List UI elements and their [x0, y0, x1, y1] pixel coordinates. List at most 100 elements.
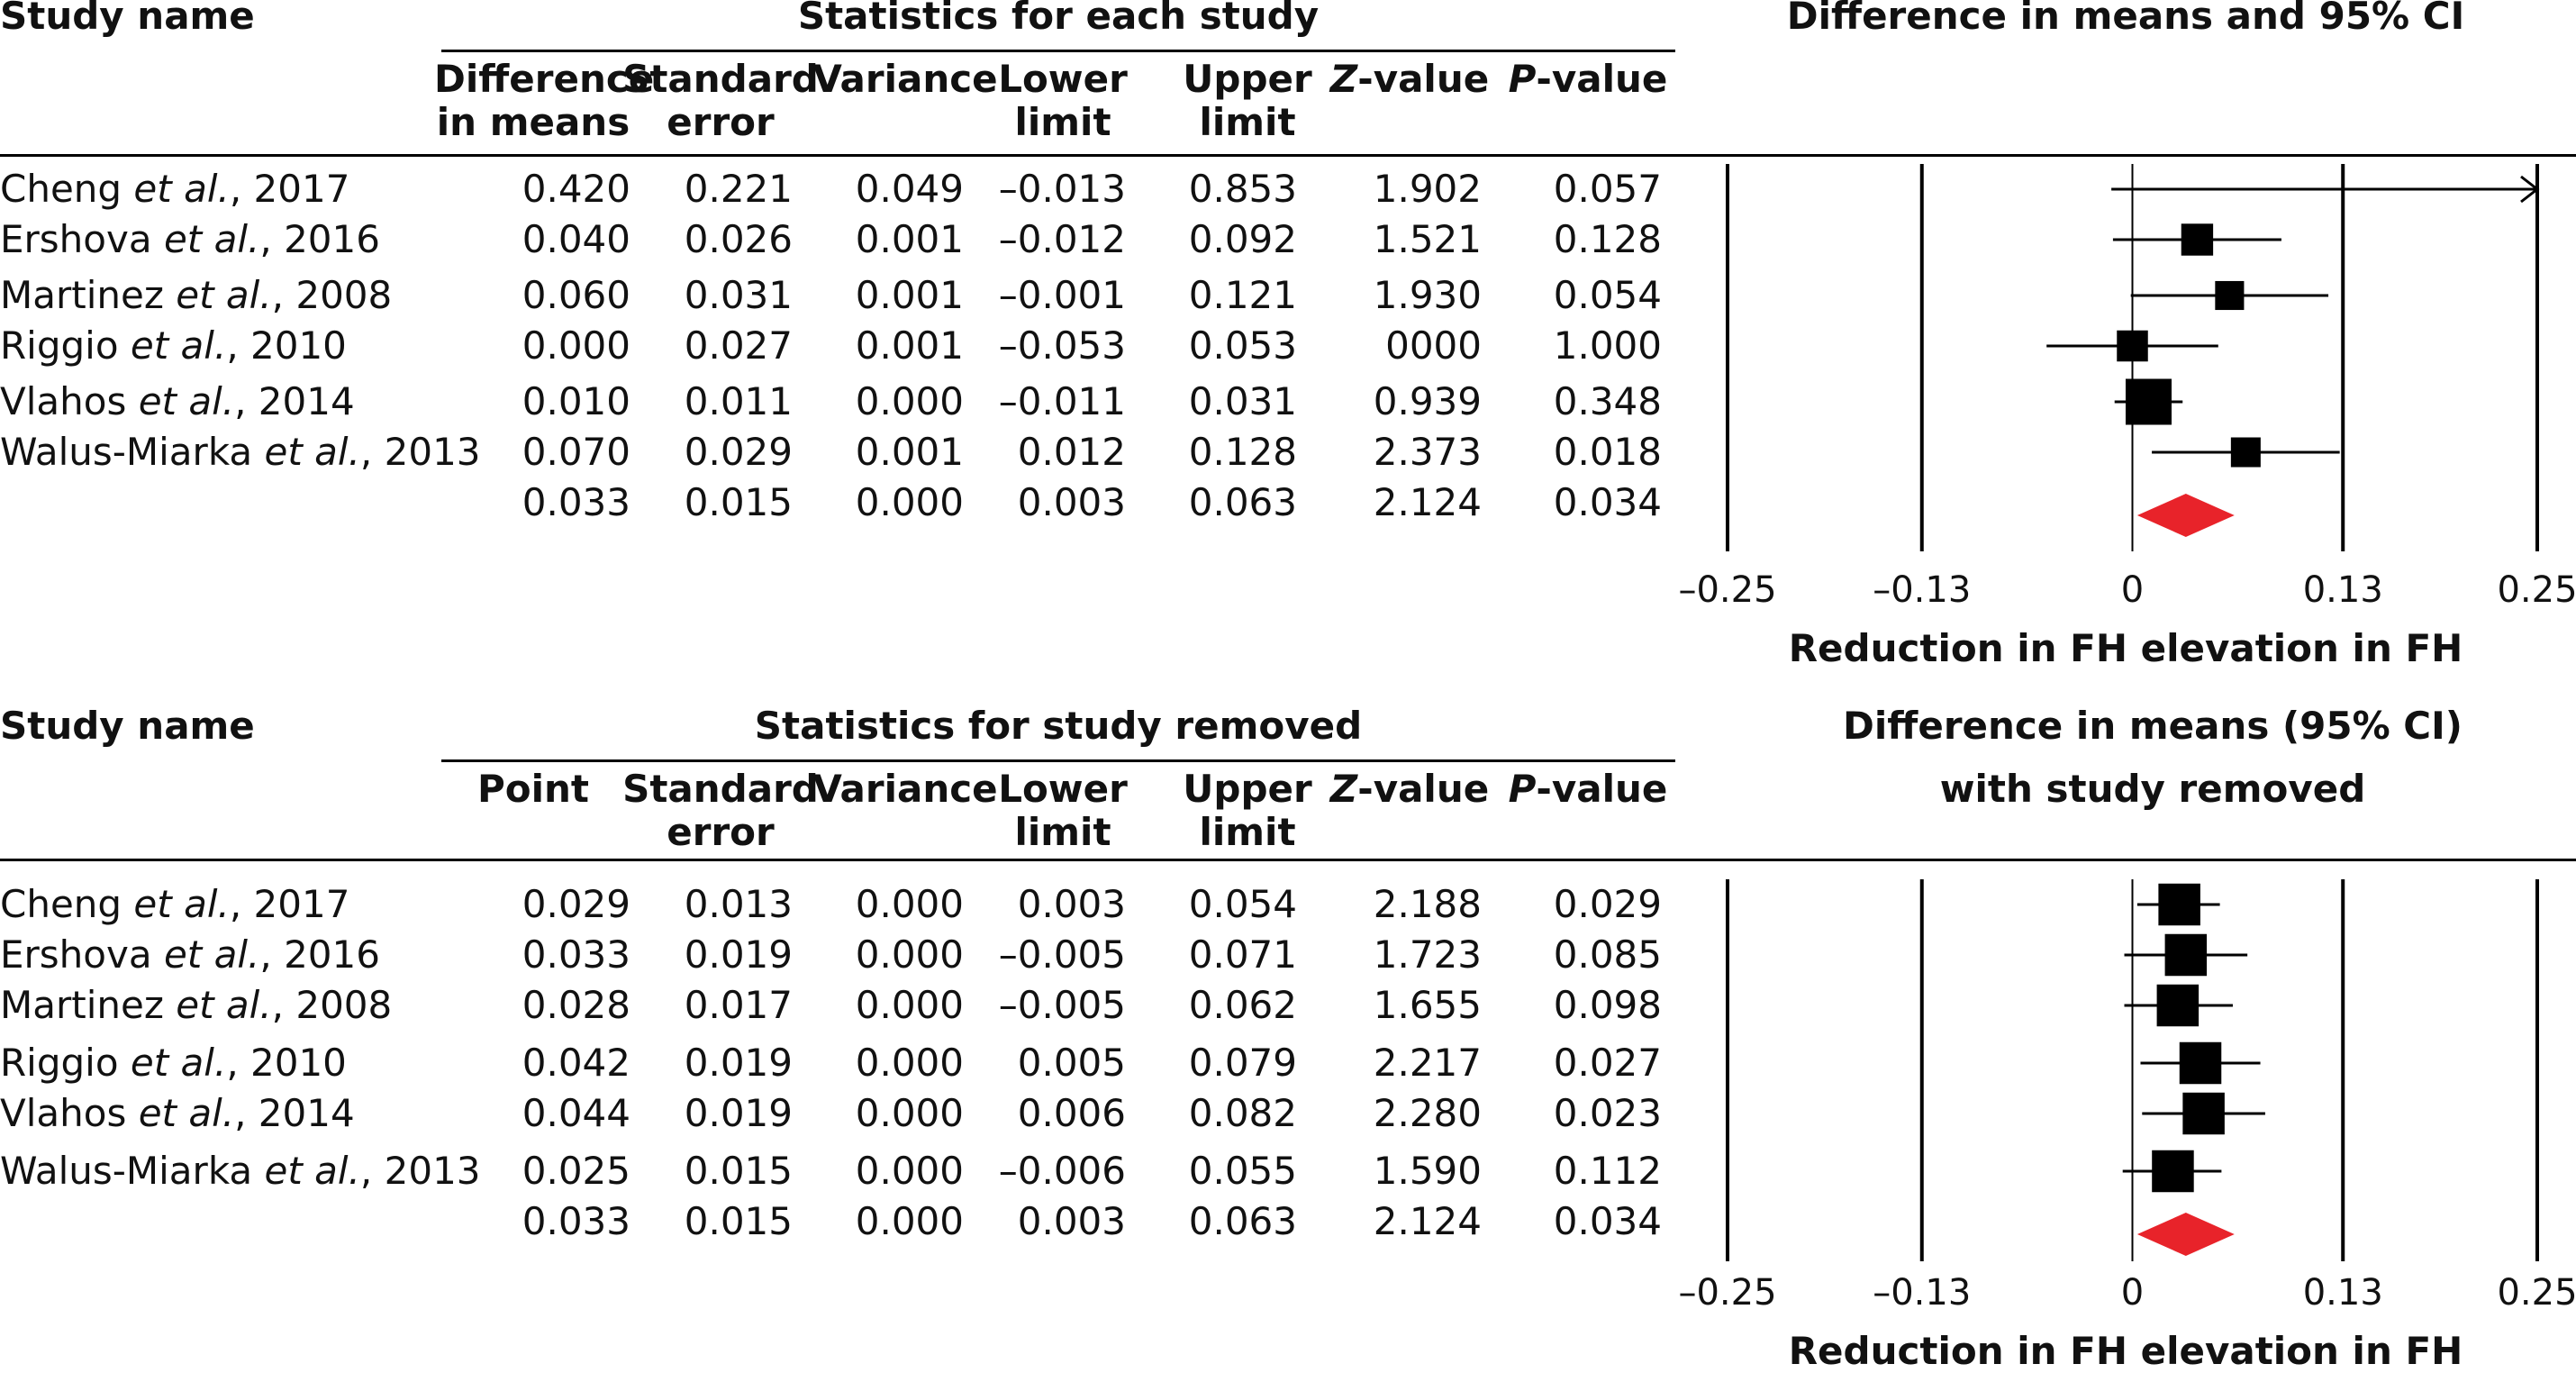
x-tick-label: –0.13	[1873, 569, 1971, 611]
table-cell: 0.027	[1553, 1041, 1662, 1085]
table-cell: 0.019	[684, 1041, 793, 1085]
table-cell: 0.939	[1373, 379, 1482, 423]
summary-diamond	[2136, 494, 2235, 537]
summary-cell: 0.033	[522, 480, 630, 524]
study-author: Riggio	[0, 323, 131, 368]
table-cell: 2.188	[1373, 882, 1482, 926]
table-cell: 0.013	[684, 882, 793, 926]
column-header: Lower	[998, 767, 1128, 811]
table-cell: 0.121	[1188, 273, 1297, 317]
point-estimate-square	[2117, 330, 2148, 362]
table-cell: –0.005	[998, 983, 1126, 1027]
study-label: Walus-Miarka et al., 2013	[0, 431, 481, 474]
study-year: , 2010	[226, 1041, 347, 1085]
column-header: Upper	[1183, 57, 1312, 101]
table-cell: 0.010	[522, 379, 630, 423]
table-cell: 0.001	[855, 217, 964, 261]
table-cell: 0.062	[1188, 983, 1297, 1027]
table-cell: 0.001	[855, 273, 964, 317]
point-estimate-square	[2182, 1092, 2225, 1135]
summary-cell: 0.000	[855, 480, 964, 524]
summary-cell: 0.015	[684, 480, 793, 524]
table-cell: 0.000	[522, 323, 630, 368]
table-cell: 0.112	[1553, 1149, 1662, 1193]
point-estimate-square	[2181, 223, 2214, 256]
summary-cell: 0.003	[1017, 480, 1126, 524]
study-year: , 2016	[259, 217, 380, 261]
table-cell: 0.029	[1553, 882, 1662, 926]
study-label: Cheng et al., 2017	[0, 168, 349, 211]
forest-panel-each-study: Study name Statistics for each study Dif…	[0, 0, 2576, 670]
column-header-italic: Z	[1329, 767, 1358, 811]
point-estimate-square	[2179, 1041, 2222, 1085]
table-top-rule	[0, 859, 2576, 861]
table-cell: 0.033	[522, 932, 630, 977]
column-header-italic: Z	[1329, 57, 1358, 101]
table-cell: 0.049	[855, 167, 964, 211]
study-label: Martinez et al., 2008	[0, 274, 392, 317]
study-label: Walus-Miarka et al., 2013	[0, 1150, 481, 1193]
table-cell: 0.071	[1188, 932, 1297, 977]
column-header: Z-value	[1329, 767, 1490, 811]
ci-arrow	[2520, 175, 2540, 204]
summary-cell: 0.033	[522, 1199, 630, 1243]
table-cell: 0.000	[855, 1041, 964, 1085]
column-header-line2: error	[667, 100, 775, 144]
column-header-line2: limit	[1014, 810, 1111, 854]
study-author: Vlahos	[0, 379, 139, 423]
study-name-header: Study name	[0, 0, 255, 38]
study-label: Ershova et al., 2016	[0, 218, 380, 261]
study-etal: et al.	[130, 1041, 227, 1085]
column-header-italic: P	[1508, 57, 1537, 101]
table-cell: 0.001	[855, 430, 964, 474]
column-header: P-value	[1508, 767, 1668, 811]
summary-cell: 0.003	[1017, 1199, 1126, 1243]
column-header: Lower	[998, 57, 1128, 101]
table-cell: 0.031	[1188, 379, 1297, 423]
table-cell: 0.000	[855, 983, 964, 1027]
table-cell: 0.348	[1553, 379, 1662, 423]
table-cell: 0.054	[1553, 273, 1662, 317]
summary-cell: 0.034	[1553, 480, 1662, 524]
column-header-line2: limit	[1199, 100, 1296, 144]
study-label: Ershova et al., 2016	[0, 933, 380, 977]
table-cell: 0.031	[684, 273, 793, 317]
table-cell: 1.723	[1373, 932, 1482, 977]
table-cell: 0.040	[522, 217, 630, 261]
study-label: Cheng et al., 2017	[0, 883, 349, 926]
table-cell: 0.221	[684, 167, 793, 211]
table-cell: 0.001	[855, 323, 964, 368]
table-cell: 1.902	[1373, 167, 1482, 211]
table-cell: 0.420	[522, 167, 630, 211]
table-cell: 0.053	[1188, 323, 1297, 368]
table-cell: 0.098	[1553, 983, 1662, 1027]
x-tick-label: 0.25	[2497, 569, 2576, 611]
study-author: Walus-Miarka	[0, 430, 265, 474]
study-etal: et al.	[138, 1091, 235, 1135]
study-author: Vlahos	[0, 1091, 139, 1135]
table-cell: 0.019	[684, 1091, 793, 1135]
column-header: Upper	[1183, 767, 1312, 811]
study-year: , 2017	[229, 882, 350, 926]
forest-plot: –0.25 –0.13 0 0.13 0.25	[1678, 879, 2576, 1314]
table-cell: 0.128	[1553, 217, 1662, 261]
table-cell: 0.029	[522, 882, 630, 926]
study-label: Vlahos et al., 2014	[0, 380, 355, 423]
column-header: Z-value	[1329, 57, 1490, 101]
summary-diamond	[2136, 1213, 2235, 1256]
table-cell: 0.017	[684, 983, 793, 1027]
table-cell: 0.057	[1553, 167, 1662, 211]
study-year: , 2010	[226, 323, 347, 368]
study-etal: et al.	[133, 167, 230, 211]
summary-cell: 2.124	[1373, 480, 1482, 524]
study-etal: et al.	[264, 1149, 360, 1193]
table-cell: 0.092	[1188, 217, 1297, 261]
table-cell: 0.128	[1188, 430, 1297, 474]
study-etal: et al.	[130, 323, 227, 368]
study-etal: et al.	[163, 217, 260, 261]
table-cell: 0.000	[855, 932, 964, 977]
table-cell: 1.590	[1373, 1149, 1482, 1193]
summary-cell: 2.124	[1373, 1199, 1482, 1243]
study-year: , 2014	[234, 379, 355, 423]
summary-cell: 0.034	[1553, 1199, 1662, 1243]
